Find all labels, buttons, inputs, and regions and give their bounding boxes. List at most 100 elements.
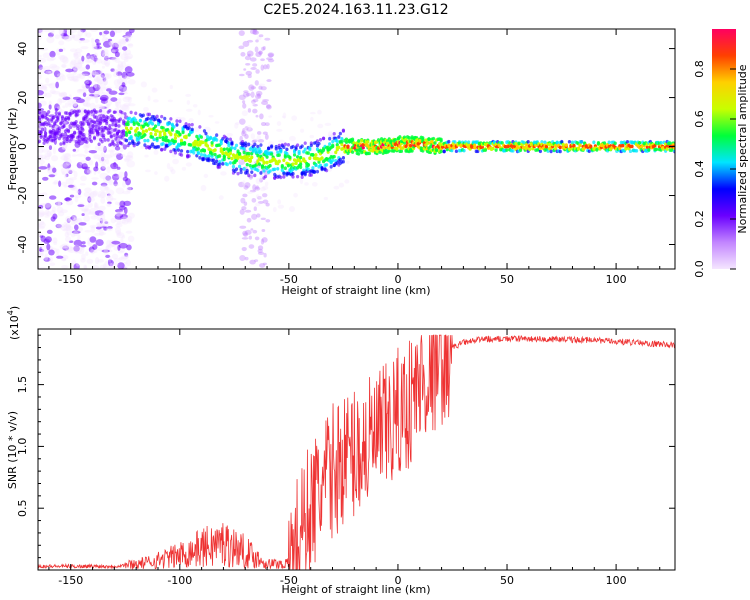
spectrogram-cell [328,134,334,138]
spectrogram-cell [124,126,129,130]
spectrogram-cell [58,92,64,97]
spectrogram-cell [85,156,91,161]
spectrogram-cell [94,145,101,151]
spectrogram-cell [243,201,248,206]
spectrogram-cell [250,86,257,90]
spectrogram-cell [126,217,130,223]
spectrogram-cell [94,38,100,44]
spectrogram-cell [59,31,64,38]
spectrogram-cell [255,177,261,185]
spectrogram-cell [105,88,112,92]
spectrogram-cell [248,244,255,249]
spectrogram-cell [73,218,77,225]
spectrogram-cell [49,195,57,200]
spectrogram-cell [127,151,134,158]
spectrogram-cell [66,117,71,121]
spectrogram-cell [259,171,263,175]
spectrogram-y-tick-label: 40 [16,42,29,56]
spectrogram-cell [276,166,280,171]
spectrogram-cell [122,218,127,224]
spectrogram-cell [106,202,112,207]
spectrogram-cell [190,122,194,127]
spectrogram-cell [71,230,81,234]
spectrogram-cell [93,166,99,172]
spectrogram-cell [87,196,92,203]
spectrogram-cell [230,156,234,161]
spectrogram-cell [71,154,77,157]
spectrogram-cell [219,139,223,144]
spectrogram-cell [335,139,339,144]
spectrogram-cell [73,245,80,252]
spectrogram-cell [60,115,65,119]
spectrogram-cell [46,167,52,171]
spectrogram-cell [137,141,141,145]
spectrogram-cell [108,56,117,60]
spectrogram-cell [120,110,124,115]
spectrogram-cell [210,140,214,145]
spectrogram-cell [61,171,65,176]
spectrogram-cell [152,99,159,103]
spectrogram-cell [120,237,124,245]
spectrogram-cell [62,105,66,109]
spectrogram-cell [154,171,158,175]
spectrogram-cell [52,206,56,213]
spectrogram-cell [87,202,93,208]
spectrogram-cell [111,49,116,53]
spectrogram-cell [93,52,99,59]
spectrogram-cell [47,137,51,142]
spectrogram-cell [116,153,124,161]
spectrogram-cell [86,122,90,126]
spectrogram-cell [91,127,95,131]
spectrogram-cell [44,131,48,136]
spectrogram-y-tick-label: -20 [16,187,29,205]
spectrogram-cell [118,84,127,93]
spectrogram-cell [158,133,162,138]
spectrogram-cell [93,205,100,211]
spectrogram-cell [56,223,66,229]
spectrogram-cell [647,147,651,152]
spectrogram-cell [668,141,672,145]
spectrogram-cell [110,68,115,72]
spectrogram-cell [144,154,149,158]
spectrogram-cell [117,250,125,254]
spectrogram-cell [267,52,275,58]
snr-x-tick-label: -150 [58,574,83,587]
spectrogram-cell [38,54,42,58]
spectrogram-cell [94,210,104,216]
spectrogram-cell [87,197,96,202]
spectrogram-cell [44,215,50,218]
spectrogram-cell [314,163,318,168]
spectrogram-cell [97,145,107,152]
spectrogram-cell [135,126,139,131]
spectrogram-cell [116,232,125,239]
spectrogram-cell [187,123,191,127]
spectrogram-cell [323,196,328,201]
spectrogram-cell [278,139,285,143]
spectrogram-cell [104,186,108,189]
spectrogram-cell [81,73,89,77]
spectrogram-cell [120,255,128,262]
spectrogram-cell [167,121,171,126]
spectrogram-cell [38,67,46,73]
spectrogram-cell [317,123,324,129]
spectrogram-cell [244,256,249,261]
spectrogram-cell [160,114,164,119]
spectrogram-cell [476,149,480,154]
spectrogram-cell [268,163,272,168]
spectrogram-cell [258,83,266,87]
spectrogram-cell [254,80,259,86]
spectrogram-cell [85,251,89,256]
spectrogram-cell [150,142,155,146]
spectrogram-cell [92,190,99,196]
spectrogram-cell [85,101,91,108]
spectrogram-cell [255,90,263,96]
spectrogram-cell [121,71,128,79]
spectrogram-cell [317,109,322,115]
spectrogram-cell [255,69,260,74]
snr-x-label: Height of straight line (km) [281,583,430,596]
spectrogram-cell [279,148,283,153]
spectrogram-cell [175,119,179,123]
spectrogram-cell [155,129,159,133]
spectrogram-cell [169,117,173,121]
spectrogram-cell [83,154,87,158]
